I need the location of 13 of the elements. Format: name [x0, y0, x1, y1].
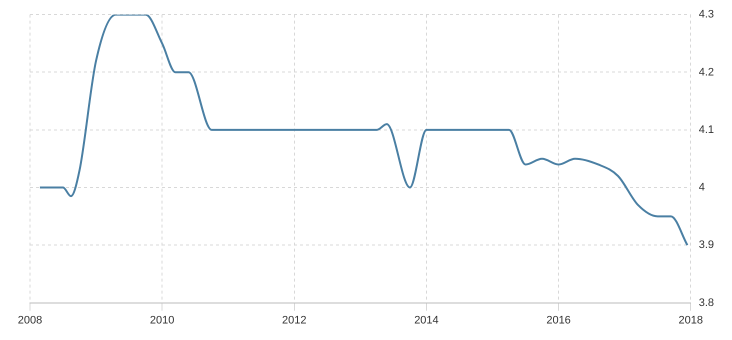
line-series [38, 14, 688, 246]
y-tick-label: 3.9 [698, 239, 714, 252]
y-tick-label: 4.3 [698, 8, 714, 21]
y-tick-label: 4 [698, 182, 705, 194]
y-tick-label: 4.2 [698, 66, 714, 78]
x-tick-label: 2014 [414, 314, 439, 326]
x-tick-label: 2016 [546, 314, 571, 326]
y-tick-label: 3.8 [698, 296, 714, 309]
x-tick-label: 2012 [282, 314, 307, 326]
x-tick-label: 2018 [678, 314, 703, 326]
x-tick-label: 2008 [18, 314, 42, 326]
x-tick-label: 2010 [150, 314, 174, 326]
y-tick-label: 4.1 [698, 124, 714, 136]
